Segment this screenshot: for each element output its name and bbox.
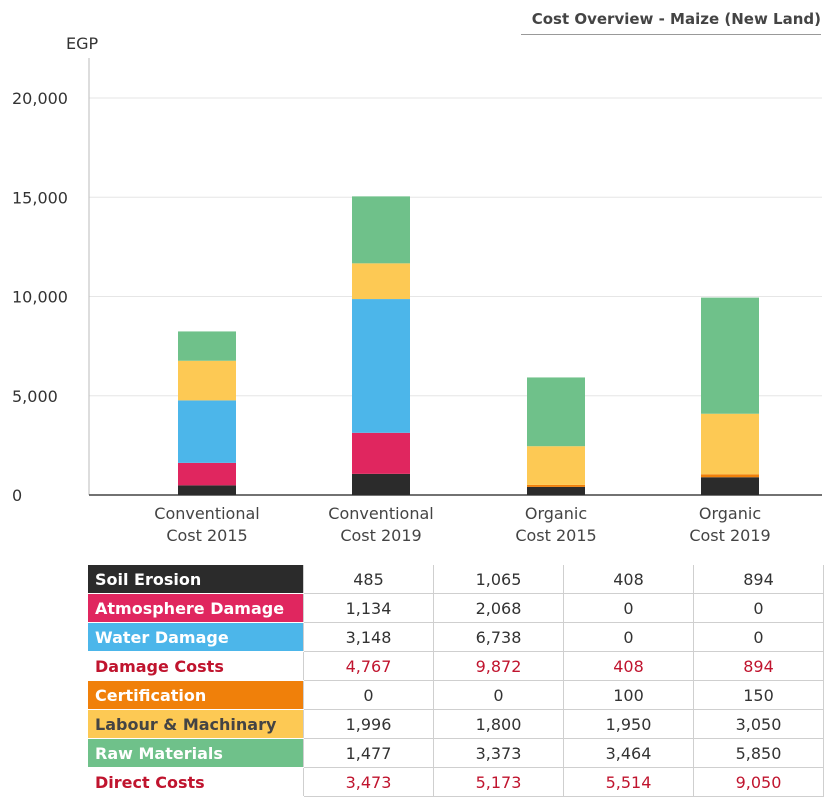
table-cell: 1,477 <box>303 738 434 768</box>
stacked-bar-chart: 0 5,000 10,000 15,000 20,000 Conventional Cost… <box>12 58 822 545</box>
table-cell: 0 <box>433 680 564 710</box>
y-axis-unit-label: EGP <box>66 34 99 53</box>
table-cell: 3,464 <box>563 738 694 768</box>
bar-segment-water-damage <box>178 400 236 463</box>
table-cell: 3,373 <box>433 738 564 768</box>
table-row: Certification 0 0 100 150 <box>88 680 824 710</box>
table-cell: 408 <box>563 565 694 594</box>
table-cell: 894 <box>693 565 824 594</box>
x-tick-label: Cost 2015 <box>166 526 247 545</box>
table-cell: 0 <box>693 622 824 652</box>
bar-segment-certification <box>701 474 759 478</box>
x-tick-label: Cost 2019 <box>689 526 770 545</box>
row-label: Damage Costs <box>88 651 304 681</box>
table-cell: 100 <box>563 680 694 710</box>
table-row: Raw Materials 1,477 3,373 3,464 5,850 <box>88 738 824 768</box>
x-tick-label: Organic <box>525 504 587 523</box>
bar-segment-raw-materials <box>527 377 585 447</box>
table-row: Labour & Machinary 1,996 1,800 1,950 3,050 <box>88 709 824 739</box>
x-tick-label: Conventional <box>154 504 259 523</box>
table-cell: 0 <box>303 680 434 710</box>
table-cell: 3,050 <box>693 709 824 739</box>
bar-segment-soil-erosion <box>527 486 585 495</box>
row-label: Certification <box>88 680 304 710</box>
table-cell: 1,950 <box>563 709 694 739</box>
table-cell: 1,996 <box>303 709 434 739</box>
table-row: Damage Costs 4,767 9,872 408 894 <box>88 651 824 681</box>
bar-segment-labour-machinary <box>352 263 410 300</box>
table-cell: 5,850 <box>693 738 824 768</box>
x-tick-label: Cost 2019 <box>340 526 421 545</box>
table-cell: 150 <box>693 680 824 710</box>
bar-segment-soil-erosion <box>352 473 410 495</box>
bar-segment-atmosphere-damage <box>178 462 236 486</box>
table-cell: 0 <box>563 593 694 623</box>
table-row: Direct Costs 3,473 5,173 5,514 9,050 <box>88 767 824 797</box>
row-label: Atmosphere Damage <box>88 593 304 623</box>
row-label: Direct Costs <box>88 767 304 797</box>
row-label: Raw Materials <box>88 738 304 768</box>
bar-segment-labour-machinary <box>527 446 585 485</box>
bar-segment-water-damage <box>352 299 410 433</box>
table-cell: 2,068 <box>433 593 564 623</box>
row-label: Water Damage <box>88 622 304 652</box>
y-tick-label: 5,000 <box>12 387 58 406</box>
table-cell: 1,134 <box>303 593 434 623</box>
cost-data-table: Soil Erosion 485 1,065 408 894 Atmosphere Dam… <box>88 565 824 797</box>
table-cell: 0 <box>563 622 694 652</box>
table-cell: 9,050 <box>693 767 824 797</box>
table-row: Soil Erosion 485 1,065 408 894 <box>88 565 824 594</box>
table-cell: 5,173 <box>433 767 564 797</box>
table-cell: 5,514 <box>563 767 694 797</box>
table-cell: 1,065 <box>433 565 564 594</box>
table-cell: 485 <box>303 565 434 594</box>
table-cell: 9,872 <box>433 651 564 681</box>
row-label: Labour & Machinary <box>88 709 304 739</box>
table-cell: 3,473 <box>303 767 434 797</box>
table-cell: 6,738 <box>433 622 564 652</box>
x-tick-label: Cost 2015 <box>515 526 596 545</box>
table-cell: 0 <box>693 593 824 623</box>
x-tick-label: Conventional <box>328 504 433 523</box>
table-cell: 4,767 <box>303 651 434 681</box>
y-tick-label: 20,000 <box>12 89 68 108</box>
bar-segment-soil-erosion <box>701 477 759 495</box>
chart-title: Cost Overview - Maize (New Land) <box>521 10 821 35</box>
table-cell: 3,148 <box>303 622 434 652</box>
bar-segment-raw-materials <box>701 297 759 414</box>
table-row: Water Damage 3,148 6,738 0 0 <box>88 622 824 652</box>
bar-segment-certification <box>527 484 585 487</box>
table-cell: 408 <box>563 651 694 681</box>
bar-segment-raw-materials <box>352 196 410 264</box>
table-cell: 1,800 <box>433 709 564 739</box>
bar-segment-raw-materials <box>178 331 236 361</box>
bar-segment-soil-erosion <box>178 485 236 495</box>
bar-segment-labour-machinary <box>701 413 759 475</box>
bar-segment-labour-machinary <box>178 360 236 401</box>
row-label: Soil Erosion <box>88 565 304 594</box>
y-tick-label: 0 <box>12 486 22 505</box>
table-cell: 894 <box>693 651 824 681</box>
table-row: Atmosphere Damage 1,134 2,068 0 0 <box>88 593 824 623</box>
y-tick-label: 15,000 <box>12 188 68 207</box>
y-tick-label: 10,000 <box>12 288 68 307</box>
x-tick-label: Organic <box>699 504 761 523</box>
bar-segment-atmosphere-damage <box>352 432 410 474</box>
